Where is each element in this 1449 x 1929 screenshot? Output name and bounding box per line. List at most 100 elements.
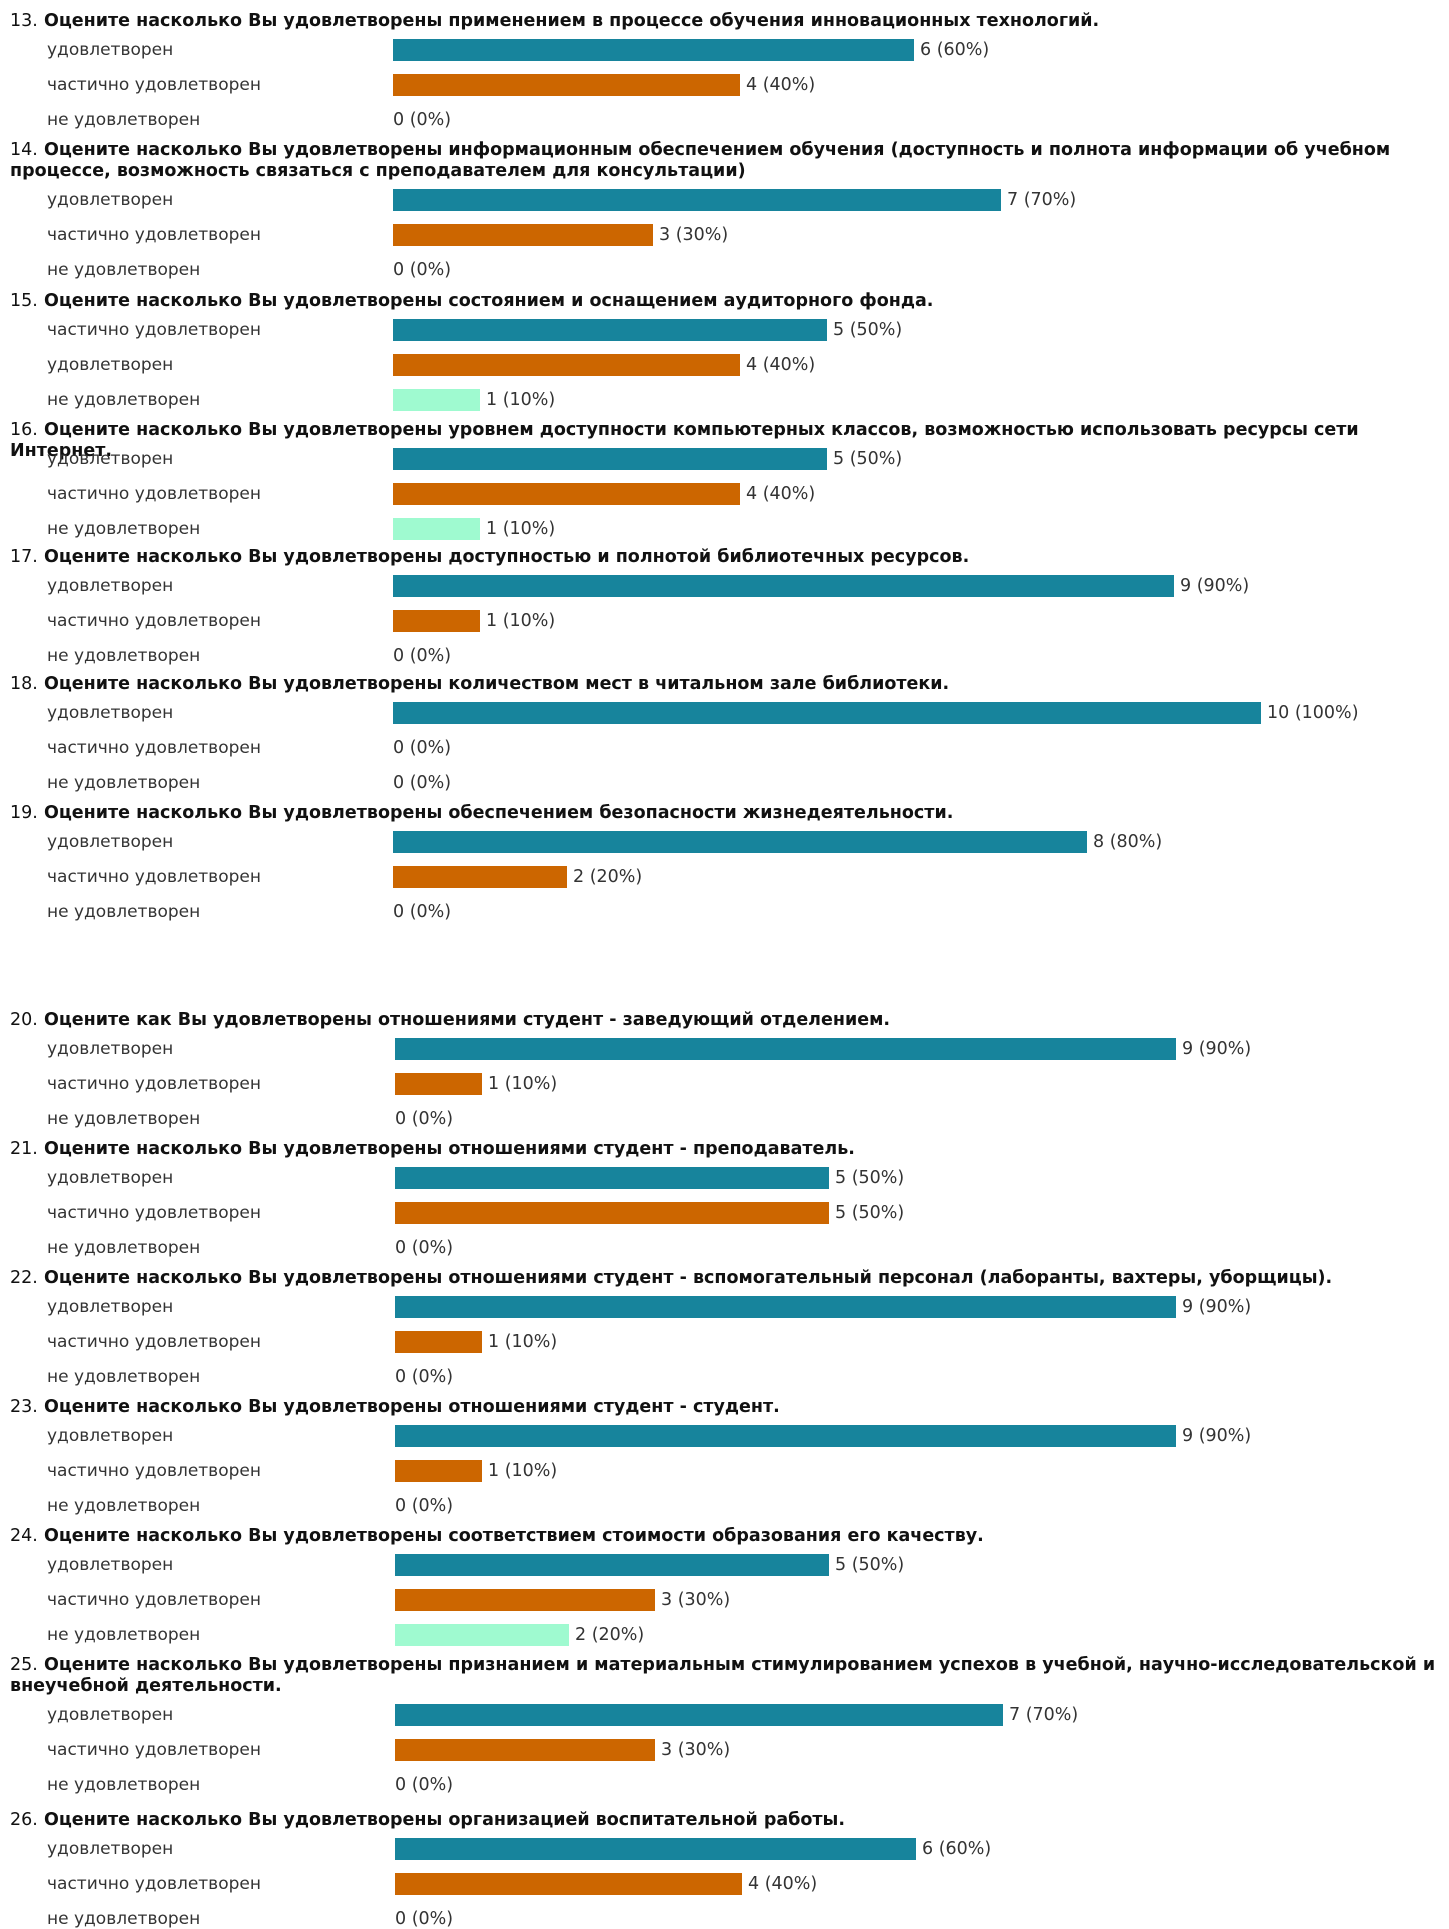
question-title: 17. Оцените насколько Вы удовлетворены д… (10, 547, 1440, 568)
question-text: Оцените насколько Вы удовлетворены отнош… (43, 1139, 855, 1159)
bar (393, 448, 827, 470)
bar (395, 1296, 1176, 1318)
question-text: Оцените насколько Вы удовлетворены инфор… (10, 140, 1391, 181)
option-label: удовлетворен (47, 449, 174, 469)
question-title: 24. Оцените насколько Вы удовлетворены с… (10, 1526, 1440, 1547)
bar (393, 224, 653, 246)
question-title: 18. Оцените насколько Вы удовлетворены к… (10, 674, 1440, 695)
question-text: Оцените насколько Вы удовлетворены отнош… (43, 1397, 780, 1417)
option-label: частично удовлетворен (47, 1874, 261, 1894)
option-label: удовлетворен (47, 40, 174, 60)
option-label: частично удовлетворен (47, 320, 261, 340)
option-label: частично удовлетворен (47, 484, 261, 504)
option-label: не удовлетворен (47, 1367, 201, 1387)
question-number: 15. (10, 291, 38, 311)
bar-value-label: 4 (40%) (746, 75, 816, 95)
question-number: 20. (10, 1010, 38, 1030)
question-text: Оцените как Вы удовлетворены отношениями… (43, 1010, 891, 1030)
question-text: Оцените насколько Вы удовлетворены уровн… (10, 420, 1359, 461)
bar-value-label: 3 (30%) (659, 225, 729, 245)
question-title: 16. Оцените насколько Вы удовлетворены у… (10, 420, 1440, 462)
bar-value-label: 0 (0%) (395, 1238, 454, 1258)
bar (395, 1554, 829, 1576)
option-label: удовлетворен (47, 1297, 174, 1317)
bar (395, 1038, 1176, 1060)
option-label: частично удовлетворен (47, 1461, 261, 1481)
question-number: 24. (10, 1526, 38, 1546)
option-label: частично удовлетворен (47, 1074, 261, 1094)
bar-value-label: 0 (0%) (393, 646, 452, 666)
option-label: не удовлетворен (47, 110, 201, 130)
question-title: 25. Оцените насколько Вы удовлетворены п… (10, 1655, 1440, 1697)
bar-value-label: 1 (10%) (486, 390, 556, 410)
option-label: не удовлетворен (47, 1238, 201, 1258)
option-label: удовлетворен (47, 576, 174, 596)
bar-value-label: 0 (0%) (393, 902, 452, 922)
bar-value-label: 0 (0%) (393, 773, 452, 793)
question-number: 16. (10, 420, 38, 440)
bar-value-label: 5 (50%) (835, 1168, 905, 1188)
bar (393, 319, 827, 341)
option-label: удовлетворен (47, 1426, 174, 1446)
option-label: частично удовлетворен (47, 1590, 261, 1610)
bar-value-label: 4 (40%) (746, 484, 816, 504)
question-text: Оцените насколько Вы удовлетворены приме… (43, 11, 1100, 31)
question-number: 25. (10, 1655, 38, 1675)
bar-value-label: 9 (90%) (1182, 1426, 1252, 1446)
bar-value-label: 0 (0%) (395, 1496, 454, 1516)
option-label: не удовлетворен (47, 1625, 201, 1645)
bar (395, 1202, 829, 1224)
question-number: 21. (10, 1139, 38, 1159)
option-label: частично удовлетворен (47, 1332, 261, 1352)
option-label: не удовлетворен (47, 773, 201, 793)
option-label: частично удовлетворен (47, 225, 261, 245)
bar-value-label: 7 (70%) (1007, 190, 1077, 210)
bar (395, 1589, 655, 1611)
question-number: 14. (10, 140, 38, 160)
question-title: 22. Оцените насколько Вы удовлетворены о… (10, 1268, 1440, 1289)
question-text: Оцените насколько Вы удовлетворены призн… (10, 1655, 1436, 1696)
question-number: 19. (10, 803, 38, 823)
bar (395, 1873, 742, 1895)
question-title: 19. Оцените насколько Вы удовлетворены о… (10, 803, 1440, 824)
option-label: не удовлетворен (47, 1496, 201, 1516)
bar (393, 483, 740, 505)
option-label: частично удовлетворен (47, 1203, 261, 1223)
bar (395, 1425, 1176, 1447)
bar-value-label: 9 (90%) (1182, 1297, 1252, 1317)
bar (393, 831, 1087, 853)
bar-value-label: 4 (40%) (748, 1874, 818, 1894)
question-text: Оцените насколько Вы удовлетворены состо… (43, 291, 934, 311)
bar-value-label: 0 (0%) (395, 1109, 454, 1129)
question-number: 13. (10, 11, 38, 31)
option-label: удовлетворен (47, 1839, 174, 1859)
question-text: Оцените насколько Вы удовлетворены досту… (43, 547, 970, 567)
option-label: не удовлетворен (47, 646, 201, 666)
bar (395, 1624, 569, 1646)
question-title: 23. Оцените насколько Вы удовлетворены о… (10, 1397, 1440, 1418)
question-number: 22. (10, 1268, 38, 1288)
question-text: Оцените насколько Вы удовлетворены соотв… (43, 1526, 984, 1546)
option-label: частично удовлетворен (47, 611, 261, 631)
bar-value-label: 0 (0%) (393, 738, 452, 758)
bar-value-label: 8 (80%) (1093, 832, 1163, 852)
option-label: удовлетворен (47, 1555, 174, 1575)
bar-value-label: 2 (20%) (575, 1625, 645, 1645)
option-label: не удовлетворен (47, 260, 201, 280)
option-label: частично удовлетворен (47, 75, 261, 95)
question-title: 26. Оцените насколько Вы удовлетворены о… (10, 1810, 1440, 1831)
question-text: Оцените насколько Вы удовлетворены обесп… (43, 803, 954, 823)
bar (393, 189, 1001, 211)
bar-value-label: 0 (0%) (393, 260, 452, 280)
option-label: удовлетворен (47, 1168, 174, 1188)
bar-value-label: 10 (100%) (1267, 703, 1359, 723)
bar-value-label: 3 (30%) (661, 1740, 731, 1760)
bar (393, 702, 1261, 724)
option-label: не удовлетворен (47, 1109, 201, 1129)
bar (395, 1073, 482, 1095)
option-label: не удовлетворен (47, 390, 201, 410)
bar-value-label: 5 (50%) (835, 1203, 905, 1223)
bar-value-label: 5 (50%) (835, 1555, 905, 1575)
option-label: удовлетворен (47, 703, 174, 723)
